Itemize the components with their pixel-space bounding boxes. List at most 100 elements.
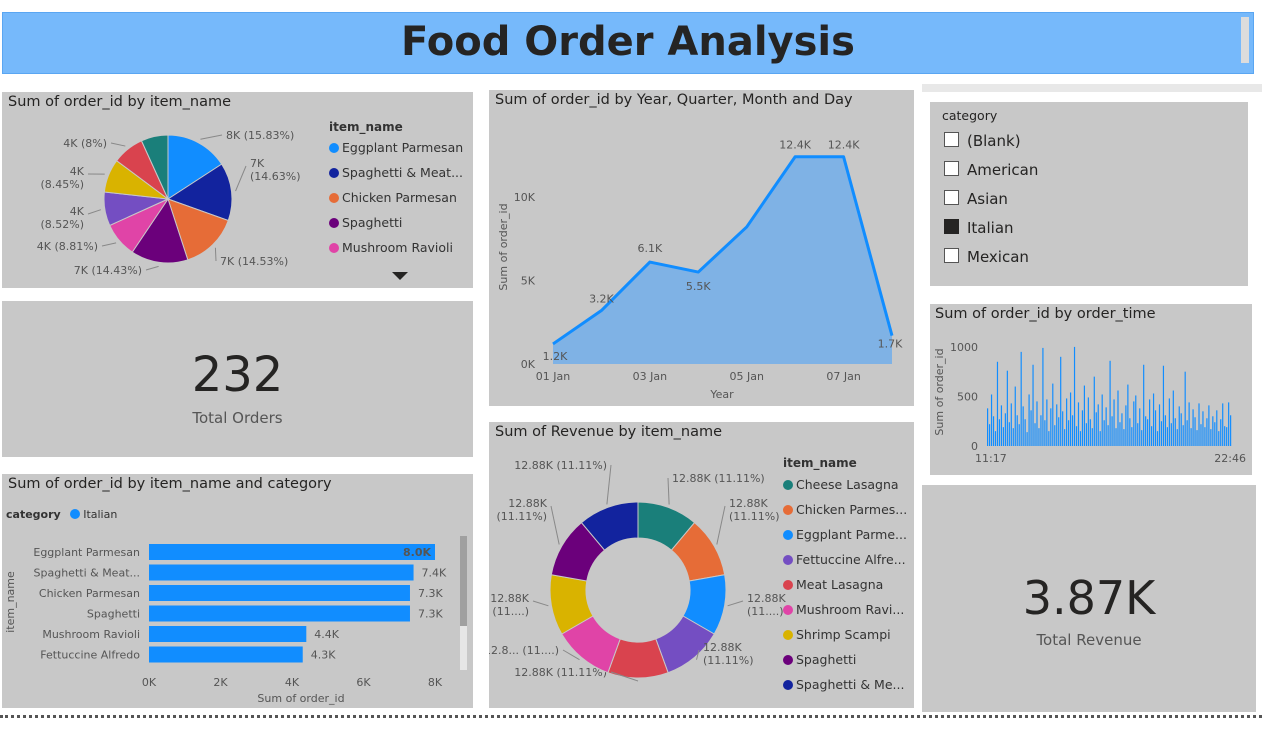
time-bar[interactable]	[1026, 432, 1028, 446]
slicer-item[interactable]: Mexican	[944, 248, 1029, 266]
time-bar[interactable]	[1093, 376, 1095, 446]
time-bar[interactable]	[1123, 429, 1125, 446]
time-bar[interactable]	[1105, 407, 1107, 446]
time-bar[interactable]	[1016, 415, 1018, 446]
time-bar[interactable]	[1129, 418, 1131, 446]
time-bar[interactable]	[1083, 385, 1085, 446]
banner-scrollbar[interactable]	[1241, 17, 1249, 63]
legend-scroll-down-icon[interactable]	[392, 272, 408, 280]
time-bar[interactable]	[1150, 426, 1153, 446]
time-bar[interactable]	[1002, 427, 1004, 446]
bar[interactable]	[149, 605, 410, 622]
time-bar[interactable]	[1004, 413, 1006, 446]
time-bar[interactable]	[1066, 398, 1068, 446]
time-bar[interactable]	[1097, 404, 1099, 446]
donut-legend-item[interactable]: Chicken Parmes...	[783, 502, 907, 517]
time-bar[interactable]	[1172, 390, 1174, 446]
time-bar[interactable]	[1226, 427, 1228, 446]
time-bar[interactable]	[1200, 424, 1202, 446]
donut-slice[interactable]	[580, 501, 639, 551]
time-bar[interactable]	[1032, 364, 1034, 446]
time-bar[interactable]	[1042, 347, 1044, 446]
time-bar[interactable]	[1224, 426, 1226, 446]
order-time-chart[interactable]: 0 500 1000 Sum of order_id 11:17 22:46	[930, 304, 1252, 475]
time-bar[interactable]	[1113, 399, 1115, 446]
donut-legend-item[interactable]: Spaghetti	[783, 652, 856, 667]
time-bar[interactable]	[1040, 415, 1042, 446]
order-time-chart-panel[interactable]: Sum of order_id by order_time 0 500 1000 Su…	[930, 304, 1252, 475]
donut-chart[interactable]: 12.88K (11.11%)12.88K(11.11%)12.88K(11..…	[489, 422, 789, 708]
time-bar[interactable]	[1034, 423, 1036, 446]
time-bar[interactable]	[1071, 415, 1074, 446]
time-bar[interactable]	[1119, 422, 1121, 446]
time-bar[interactable]	[1206, 418, 1208, 446]
bar[interactable]	[149, 585, 410, 601]
time-bar[interactable]	[1145, 416, 1147, 446]
time-bar[interactable]	[1121, 413, 1123, 446]
time-bar[interactable]	[1107, 425, 1109, 446]
time-bar[interactable]	[1046, 399, 1048, 446]
time-bar[interactable]	[1149, 399, 1151, 446]
area-fill[interactable]	[553, 156, 892, 364]
donut-chart-panel[interactable]: Sum of Revenue by item_name 12.88K (11.1…	[489, 422, 914, 708]
time-bar[interactable]	[1091, 428, 1093, 446]
pie-chart-panel[interactable]: Sum of order_id by item_name 8K (15.83%)…	[2, 92, 473, 288]
time-bar[interactable]	[1018, 424, 1020, 446]
time-bar[interactable]	[1182, 425, 1184, 446]
time-bar[interactable]	[1085, 423, 1087, 446]
time-bar[interactable]	[1220, 419, 1222, 446]
bar-chart-panel[interactable]: Sum of order_id by item_name and categor…	[2, 474, 473, 708]
time-bar[interactable]	[1075, 426, 1078, 446]
time-bar[interactable]	[1089, 419, 1091, 446]
slicer-item[interactable]: Italian	[944, 219, 1014, 237]
time-bar[interactable]	[1064, 429, 1066, 446]
time-bar[interactable]	[1170, 423, 1172, 446]
time-bar[interactable]	[1176, 429, 1178, 446]
time-bar[interactable]	[1022, 406, 1024, 446]
checkbox-icon[interactable]	[944, 132, 959, 147]
time-bar[interactable]	[1068, 420, 1070, 446]
time-bar[interactable]	[1218, 431, 1220, 446]
time-bar[interactable]	[1101, 394, 1103, 446]
time-bar[interactable]	[1168, 398, 1170, 446]
time-bar[interactable]	[1014, 386, 1016, 446]
time-bar[interactable]	[1164, 415, 1167, 446]
time-bar[interactable]	[1028, 394, 1030, 446]
time-bar[interactable]	[1109, 360, 1111, 446]
time-bar[interactable]	[987, 408, 989, 446]
time-bar[interactable]	[1056, 404, 1058, 446]
time-bar[interactable]	[1190, 428, 1192, 446]
time-bar[interactable]	[1125, 405, 1127, 446]
time-bar[interactable]	[1095, 412, 1097, 446]
slicer-item[interactable]: American	[944, 161, 1038, 179]
time-bar[interactable]	[1127, 384, 1129, 446]
time-bar[interactable]	[1186, 420, 1188, 446]
time-bar[interactable]	[1166, 427, 1168, 446]
time-bar[interactable]	[1194, 417, 1196, 446]
bar-chart[interactable]: Eggplant Parmesan 8.0K Spaghetti & Meat...…	[2, 474, 473, 708]
time-bar[interactable]	[1111, 416, 1113, 446]
donut-legend-item[interactable]: Shrimp Scampi	[783, 627, 891, 642]
bar[interactable]	[149, 646, 303, 663]
time-bar[interactable]	[1152, 393, 1155, 446]
bar-legend-item[interactable]: Italian	[83, 508, 118, 521]
time-bar[interactable]	[1162, 365, 1165, 446]
time-bar[interactable]	[1210, 429, 1212, 446]
pie-slice[interactable]	[166, 163, 233, 222]
time-bar[interactable]	[1141, 430, 1143, 446]
time-bar[interactable]	[1087, 397, 1089, 446]
donut-legend-item[interactable]: Mushroom Ravi...	[783, 602, 904, 617]
pie-legend-item[interactable]: Chicken Parmesan	[329, 190, 457, 205]
time-bar[interactable]	[1103, 420, 1105, 446]
time-bar[interactable]	[1079, 431, 1082, 446]
pie-chart[interactable]: 8K (15.83%) 7K(14.63%) 7K (14.53%) 7K (14.4…	[2, 92, 322, 288]
time-bar[interactable]	[1184, 371, 1186, 446]
pie-legend-item[interactable]: Mushroom Ravioli	[329, 240, 453, 255]
time-bar[interactable]	[1008, 422, 1010, 446]
time-bar[interactable]	[1208, 405, 1210, 446]
time-bar[interactable]	[1069, 392, 1072, 446]
time-bar[interactable]	[1058, 417, 1060, 446]
time-bar[interactable]	[1036, 401, 1038, 446]
time-bar[interactable]	[1038, 428, 1040, 446]
slicer-item[interactable]: (Blank)	[944, 132, 1021, 150]
